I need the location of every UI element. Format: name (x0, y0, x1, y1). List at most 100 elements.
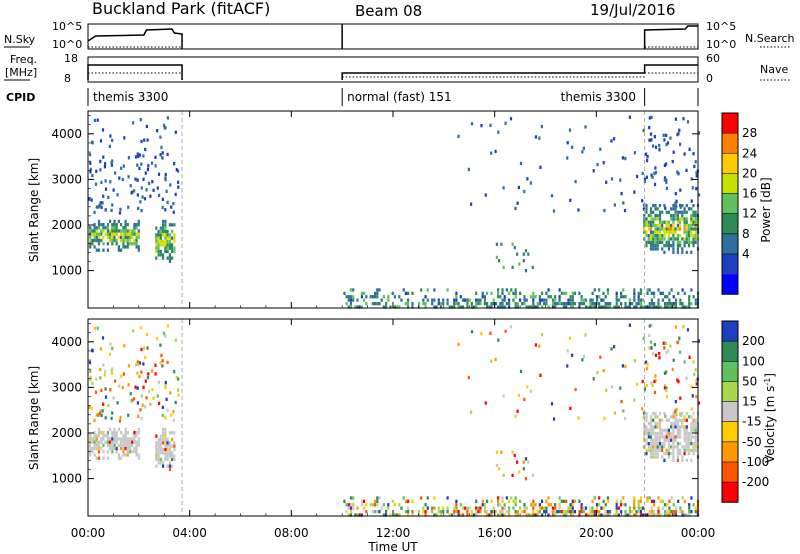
velocity-cell (124, 453, 127, 457)
power-cell (639, 305, 642, 309)
velocity-cell (132, 329, 135, 333)
velocity-cell (633, 499, 636, 503)
velocity-cell (168, 461, 171, 465)
velocity-cell (649, 452, 653, 456)
power-cell (687, 230, 691, 234)
power-cell (354, 305, 357, 309)
velocity-cell (136, 371, 139, 375)
power-cell (88, 197, 91, 201)
velocity-cell (652, 428, 655, 432)
power-cell (128, 235, 132, 239)
power-cell (148, 181, 151, 185)
velocity-cell (157, 447, 160, 452)
power-cell (531, 265, 534, 269)
velocity-cell (692, 418, 695, 422)
velocity-cell (628, 323, 631, 327)
velocity-cell (95, 456, 98, 460)
velocity-cell (672, 452, 675, 456)
power-cell (598, 305, 601, 309)
velocity-cell (668, 513, 671, 517)
velocity-ylabel: Slant Range [km] (27, 366, 41, 470)
velocity-cell (106, 440, 109, 444)
power-cell (665, 227, 668, 231)
power-cell (347, 295, 350, 299)
power-cell (101, 128, 105, 132)
power-cell (106, 235, 109, 239)
power-cell (558, 302, 561, 306)
power-cell (99, 139, 103, 143)
power-cell (433, 305, 436, 309)
power-cell (442, 302, 445, 306)
velocity-cell (523, 506, 526, 510)
power-cell (492, 302, 495, 306)
velocity-cell (624, 503, 627, 507)
power-cell (645, 230, 648, 234)
power-cell (168, 256, 171, 260)
velocity-cell (128, 450, 132, 454)
velocity-cell (166, 441, 169, 445)
velocity-cell (661, 428, 664, 432)
power-cell (573, 291, 577, 295)
power-cell (643, 213, 646, 218)
velocity-cell (177, 393, 180, 397)
power-cell (679, 210, 682, 214)
power-cell (147, 164, 150, 168)
power-cell (525, 298, 528, 302)
power-cell (519, 161, 523, 166)
power-cell (615, 295, 618, 299)
velocity-cell (376, 499, 379, 503)
velocity-cell (648, 346, 651, 350)
power-cell (661, 234, 664, 238)
power-cell (670, 213, 673, 218)
power-cell (665, 142, 668, 147)
velocity-cell (109, 437, 112, 441)
velocity-cell (135, 446, 138, 451)
velocity-cell (554, 513, 557, 517)
velocity-cell (140, 370, 143, 374)
velocity-cell (501, 496, 504, 500)
velocity-cell (580, 506, 583, 510)
power-cell (168, 236, 171, 240)
power-cell (609, 305, 612, 309)
power-cell (499, 302, 502, 306)
power-cell (115, 223, 118, 227)
power-cell (97, 223, 101, 227)
velocity-cell (137, 453, 140, 457)
velocity-cell (646, 513, 649, 517)
velocity-cell (685, 442, 688, 446)
power-cell (166, 243, 169, 247)
power-cell (112, 188, 115, 192)
power-cell (569, 298, 572, 302)
velocity-cell (172, 410, 175, 414)
velocity-cell (688, 355, 691, 359)
power-cell (102, 155, 105, 159)
colorbar-tick-label: 100 (742, 354, 765, 368)
power-cell (126, 235, 129, 239)
power-cell (646, 291, 649, 295)
power-cell (498, 259, 501, 263)
power-cell (648, 125, 651, 130)
velocity-cell (663, 371, 666, 375)
velocity-cell (642, 513, 645, 517)
power-cell (111, 203, 114, 207)
velocity-cell (650, 499, 653, 503)
velocity-cell (669, 344, 672, 348)
power-cell (524, 249, 528, 253)
colorbar-frame (721, 320, 739, 503)
power-cell (157, 236, 160, 240)
velocity-cell (164, 441, 167, 445)
velocity-cell (129, 392, 132, 396)
velocity-cell (602, 369, 605, 373)
velocity-cell (661, 435, 664, 439)
velocity-cell (115, 431, 118, 435)
colorbar-segment (722, 341, 738, 362)
power-cell (645, 210, 648, 214)
velocity-cell (649, 418, 653, 422)
colorbar-segment (722, 133, 738, 154)
velocity-cell (516, 513, 519, 517)
power-cell (672, 302, 675, 306)
power-cell (466, 298, 469, 302)
power-cell (494, 302, 497, 306)
power-cell (676, 213, 679, 218)
